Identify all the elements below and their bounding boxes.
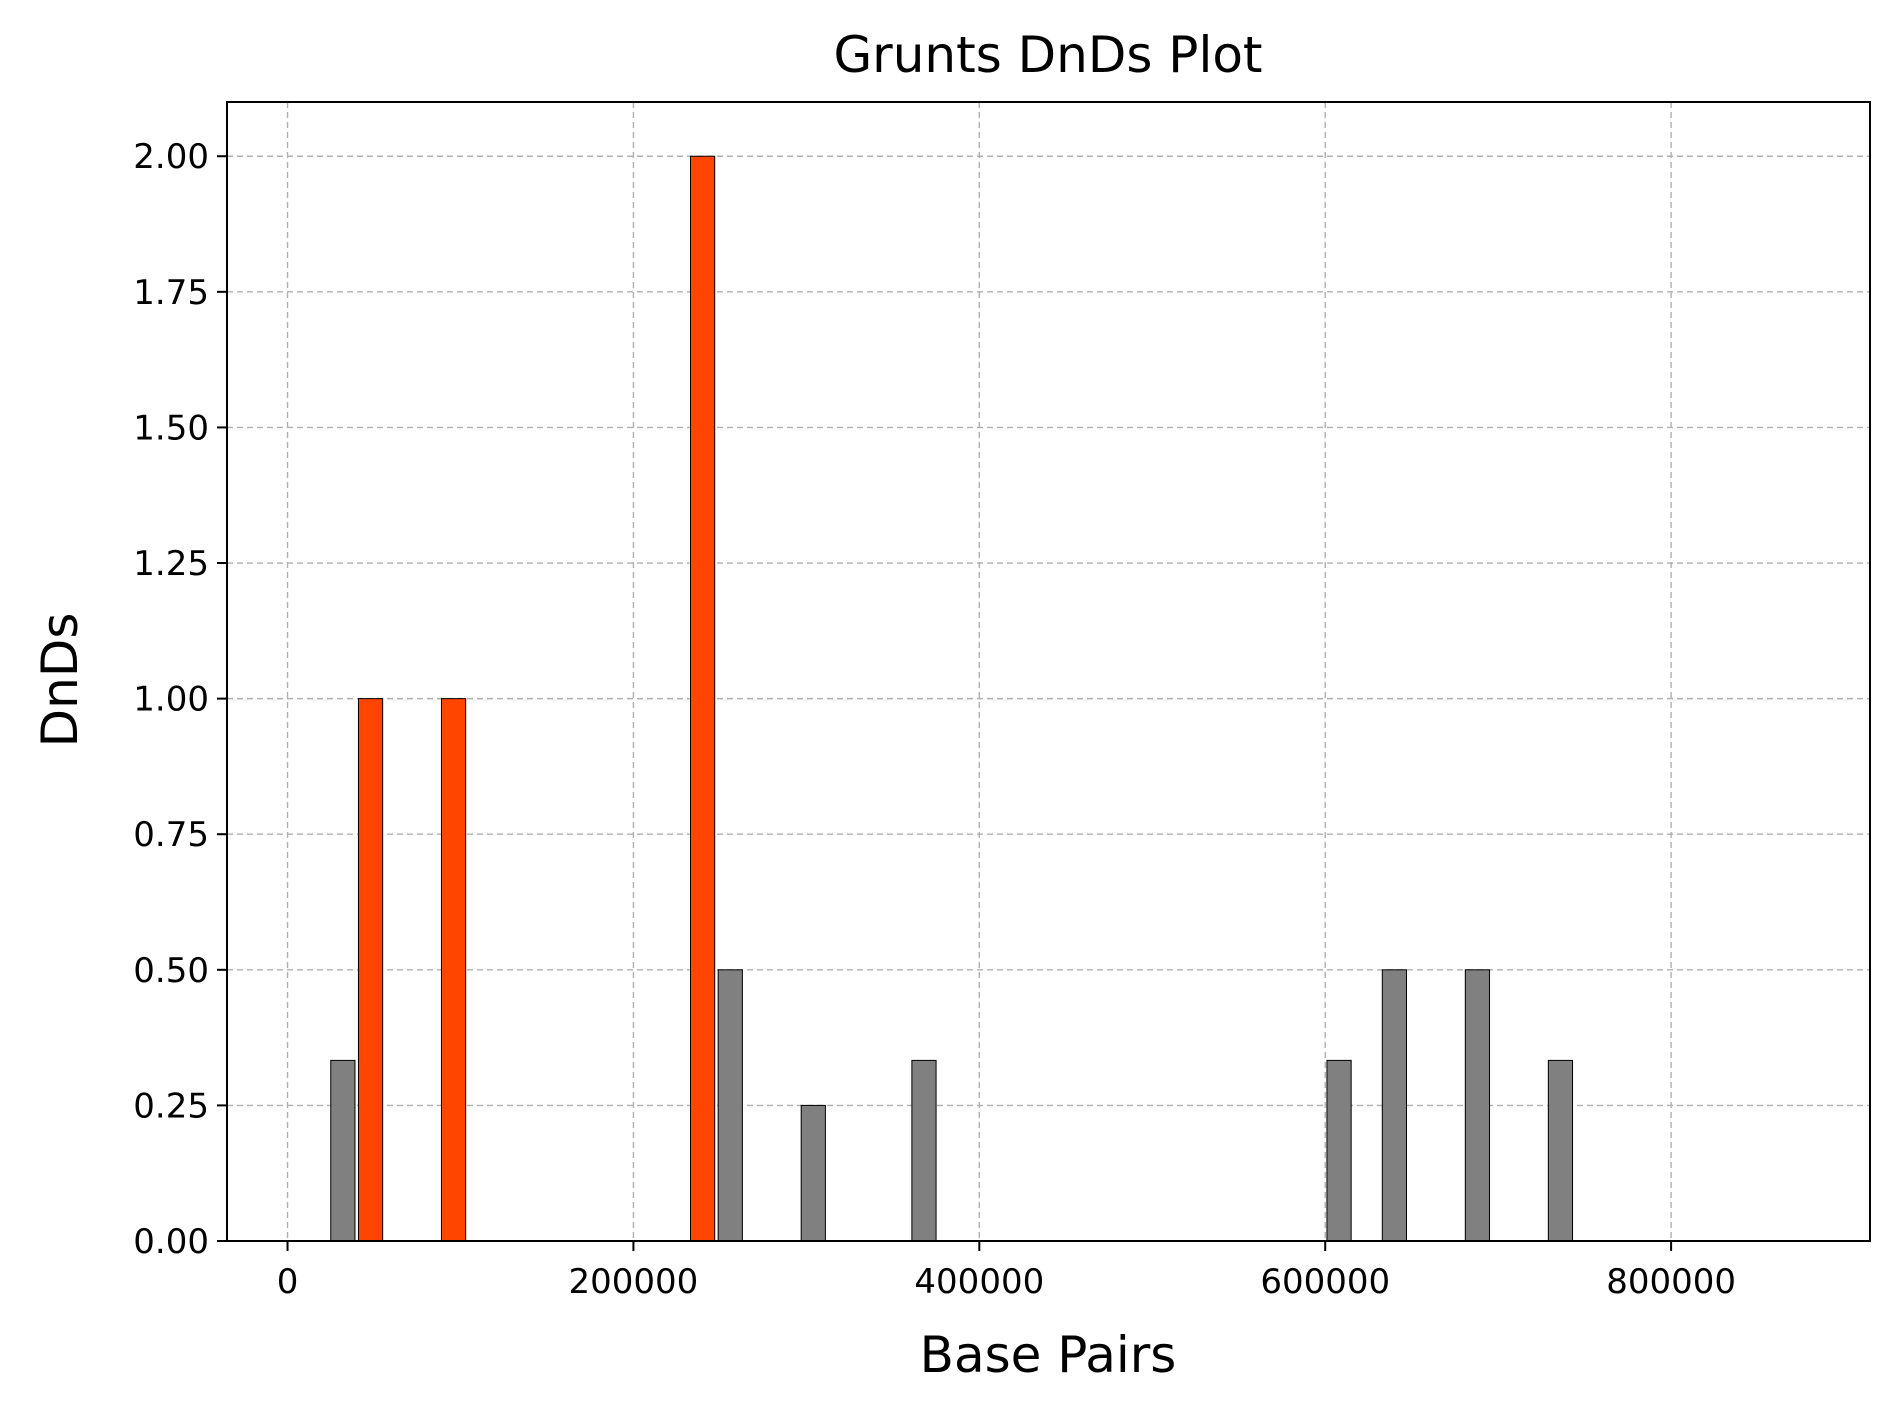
bar-0: [330, 1059, 356, 1242]
bar-9: [1464, 969, 1491, 1242]
y-tick-label-7: 1.75: [133, 273, 209, 313]
bar-2: [440, 698, 467, 1242]
y-tick-label-0: 0.00: [133, 1222, 209, 1262]
bar-7: [1326, 1059, 1352, 1242]
y-tick-label-1: 0.25: [133, 1086, 209, 1126]
x-axis-ticks: 0 200000 400000 600000 800000: [277, 1241, 1736, 1302]
y-tick-label-4: 1.00: [133, 680, 209, 720]
y-tick-label-5: 1.25: [133, 544, 209, 584]
y-axis-label: DnDs: [31, 613, 89, 748]
bar-10: [1547, 1059, 1574, 1242]
grid-lines: [227, 102, 1870, 1242]
y-tick-label-2: 0.50: [133, 951, 209, 991]
y-tick-label-8: 2.00: [133, 137, 209, 177]
x-tick-label-2: 400000: [914, 1262, 1044, 1302]
x-tick-label-1: 200000: [569, 1262, 699, 1302]
chart-title: Grunts DnDs Plot: [833, 26, 1262, 84]
y-tick-label-6: 1.50: [133, 408, 209, 448]
plot-frame: [226, 101, 1871, 1242]
bar-3: [689, 155, 716, 1242]
bar-5: [800, 1104, 826, 1242]
bar-4: [717, 969, 743, 1242]
y-tick-label-3: 0.75: [133, 815, 209, 855]
bar-6: [911, 1059, 937, 1242]
x-tick-label-4: 800000: [1606, 1262, 1736, 1302]
bars-group: [330, 155, 1574, 1242]
x-tick-label-3: 600000: [1260, 1262, 1390, 1302]
x-tick-label-0: 0: [277, 1262, 299, 1302]
bar-1: [357, 698, 384, 1242]
x-axis-label: Base Pairs: [920, 1326, 1177, 1384]
y-axis-ticks: 0.00 0.25 0.50 0.75 1.00 1.25 1.50 1.75 2.00: [133, 137, 227, 1262]
bar-8: [1381, 969, 1408, 1242]
